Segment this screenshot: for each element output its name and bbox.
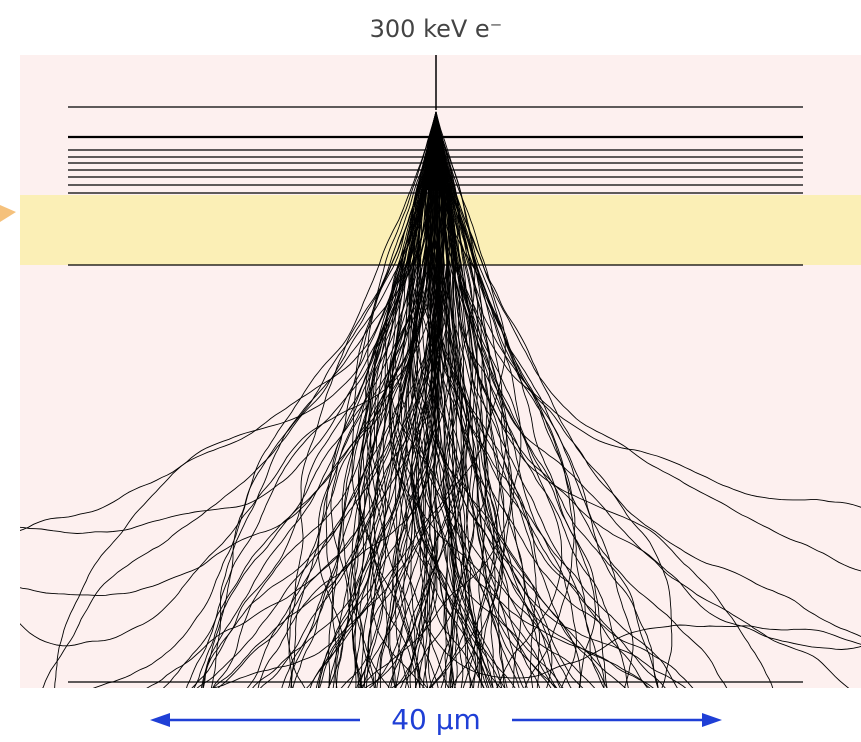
simulation-figure: 300 keV e⁻ 40 µm <box>0 0 861 742</box>
side-arrow <box>0 205 16 222</box>
scale-arrow-right <box>702 713 722 727</box>
scale-arrow-left <box>150 713 170 727</box>
beam-label: 300 keV e⁻ <box>370 15 503 43</box>
scale-bar-label: 40 µm <box>391 703 481 736</box>
